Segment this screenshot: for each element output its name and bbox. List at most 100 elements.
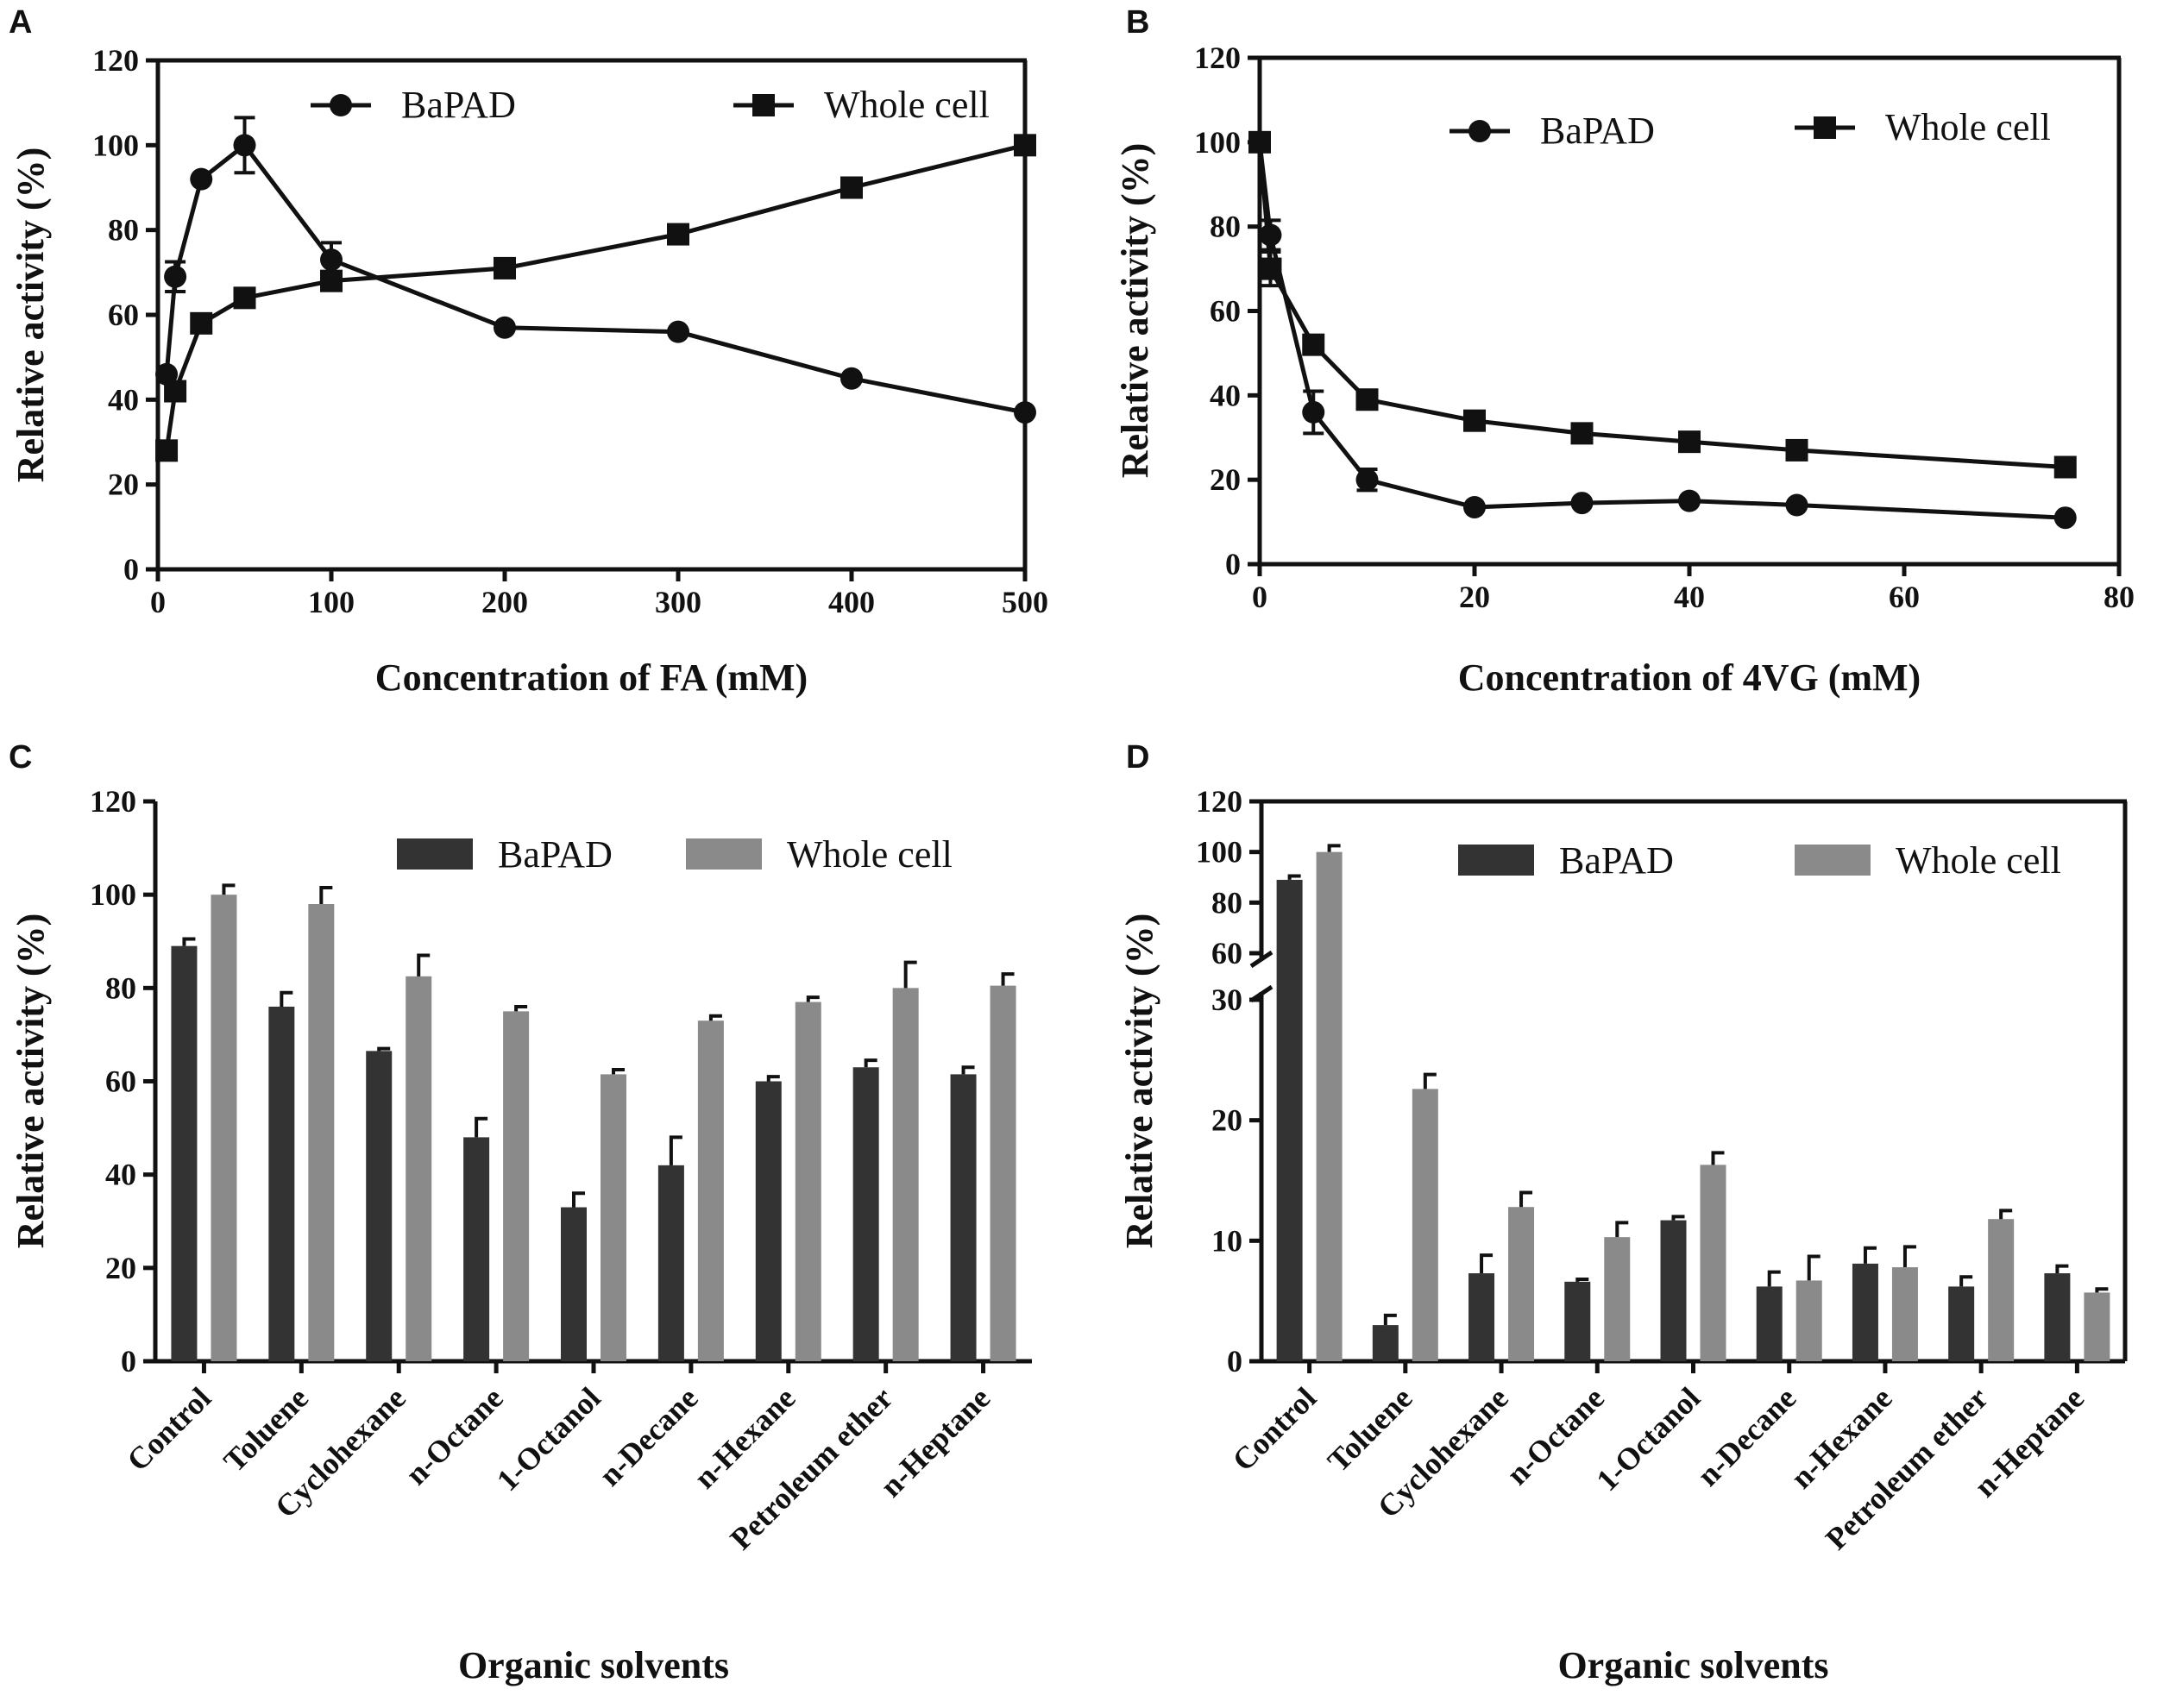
y-tick-label: 0 — [121, 1344, 136, 1378]
error-bar — [1863, 1246, 1877, 1264]
error-bar — [1480, 1253, 1494, 1274]
data-point — [1259, 257, 1282, 280]
legend-swatch — [686, 838, 762, 870]
bar-whole-cell — [406, 976, 432, 1361]
y-tick-label: 80 — [1210, 210, 1241, 244]
bar-bapad — [1468, 1273, 1495, 1361]
data-point — [1259, 223, 1282, 247]
error-bar — [319, 886, 333, 904]
panel-d: D 0 10 20 30 60 80 100 120 Relative activity (%) C… — [1118, 739, 2128, 1686]
data-point — [155, 439, 179, 462]
bar-whole-cell — [990, 985, 1016, 1361]
bar-whole-cell — [697, 1020, 724, 1361]
x-axis-title: Concentration of FA (mM) — [375, 656, 808, 699]
data-point — [2053, 506, 2077, 530]
error-bar — [280, 990, 293, 1007]
data-point — [1785, 438, 1808, 462]
y-tick-label: 100 — [1196, 835, 1242, 870]
error-bar — [1999, 1209, 2013, 1220]
panel-label: D — [1126, 739, 1149, 776]
data-point — [1014, 401, 1036, 424]
bar-bapad — [268, 1006, 295, 1361]
bar-bapad — [2044, 1273, 2071, 1361]
series-bapad — [155, 116, 1036, 424]
legend-label: BaPAD — [401, 84, 516, 126]
category-label: n-Decane — [1690, 1380, 1802, 1492]
y-tick-label: 80 — [1211, 885, 1242, 920]
data-point — [1355, 388, 1379, 411]
error-bar — [1287, 874, 1301, 880]
series-line — [164, 141, 1026, 415]
panel-b: B 0 20 40 60 80 100 120 Relative activity (%) 0 20… — [1114, 4, 2135, 699]
data-point — [190, 167, 213, 191]
error-bar — [1959, 1275, 1973, 1287]
y-tick-label: 20 — [1210, 462, 1241, 497]
bar-bapad — [1564, 1281, 1591, 1361]
bar-bapad — [950, 1074, 977, 1361]
data-point — [1463, 409, 1486, 432]
error-bar — [222, 883, 236, 895]
bar-bapad — [366, 1051, 393, 1361]
error-bar — [417, 953, 431, 976]
error-bar — [1327, 844, 1341, 852]
error-bar — [475, 1116, 488, 1138]
error-bar — [1807, 1254, 1821, 1281]
axes — [155, 58, 1028, 572]
y-axis-title: Relative activity (%) — [9, 148, 52, 483]
legend-marker — [1468, 120, 1491, 142]
legend-label: BaPAD — [1540, 110, 1655, 152]
legend-swatch — [397, 838, 473, 870]
bar-bapad — [1372, 1325, 1399, 1361]
data-point — [1014, 134, 1036, 157]
bar-whole-cell — [601, 1074, 626, 1361]
series-whole-cell — [155, 134, 1036, 462]
bar-bapad — [852, 1067, 879, 1361]
bar-bapad — [1660, 1220, 1687, 1361]
panel-label: B — [1126, 4, 1149, 41]
bar-whole-cell — [795, 1002, 821, 1361]
data-point — [233, 286, 256, 310]
error-bar — [2055, 1264, 2069, 1274]
y-tick-label: 30 — [1211, 983, 1242, 1017]
category-label: Toluene — [1321, 1380, 1419, 1479]
legend-label: BaPAD — [1559, 839, 1674, 882]
bar-whole-cell — [1700, 1165, 1726, 1361]
axis-break-mark — [1249, 950, 1273, 969]
x-tick-label: 300 — [655, 585, 701, 619]
data-point — [1678, 489, 1701, 512]
category-label: Control — [1226, 1380, 1324, 1478]
error-bar — [766, 1075, 780, 1082]
category-label: Toluene — [217, 1380, 315, 1479]
legend-label: Whole cell — [787, 833, 953, 876]
y-tick-label: 80 — [105, 970, 136, 1005]
y-tick-label: 120 — [1196, 784, 1242, 819]
bar-bapad — [755, 1081, 782, 1361]
error-bar — [961, 1065, 975, 1075]
legend-swatch — [1795, 845, 1871, 876]
x-axis-title: Organic solvents — [1557, 1644, 1828, 1686]
y-tick-label: 120 — [90, 784, 136, 819]
series-whole-cell — [1248, 130, 2077, 479]
x-tick-label: 500 — [1002, 585, 1048, 619]
bar-whole-cell — [1412, 1089, 1438, 1361]
data-point — [1302, 333, 1325, 356]
legend-swatch — [1458, 845, 1534, 876]
bar-bapad — [657, 1165, 684, 1361]
data-point — [667, 223, 689, 246]
bar-whole-cell — [211, 895, 237, 1361]
data-point — [840, 176, 863, 199]
error-bar — [806, 995, 820, 1002]
y-tick-label: 0 — [123, 552, 139, 587]
error-bar — [1711, 1151, 1725, 1165]
data-point — [1248, 130, 1271, 154]
y-tick-label: 60 — [1211, 936, 1242, 970]
error-bar — [1001, 972, 1015, 986]
panel-label: C — [9, 739, 32, 776]
bar-whole-cell — [308, 903, 335, 1361]
x-tick-label: 80 — [2104, 580, 2135, 614]
y-tick-label: 120 — [1194, 41, 1241, 75]
error-bar — [1383, 1313, 1397, 1326]
error-bar — [1423, 1072, 1437, 1089]
error-bar — [572, 1191, 585, 1208]
y-tick-label: 60 — [105, 1064, 136, 1099]
